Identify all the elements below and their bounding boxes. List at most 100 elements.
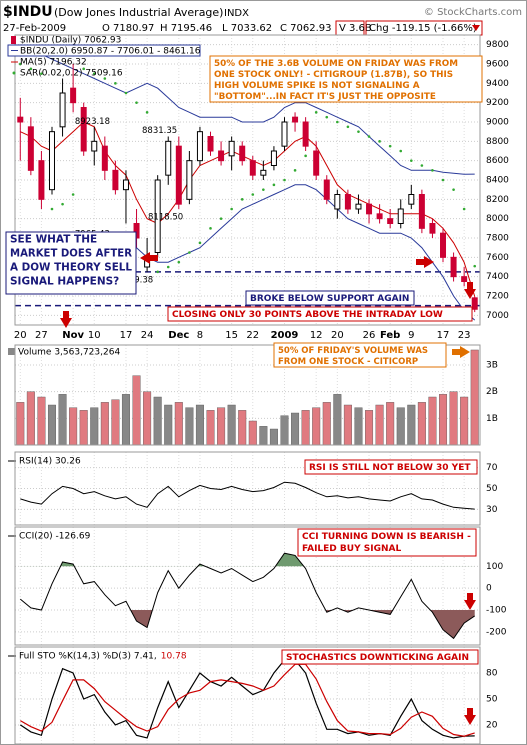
panel-border xyxy=(14,344,481,446)
sar-dot xyxy=(156,270,159,274)
x-tick-label: 20 xyxy=(331,330,344,341)
sar-dot xyxy=(431,169,434,172)
close: C 7062.93 xyxy=(280,23,332,34)
symbol: $INDU xyxy=(3,4,53,20)
volume-bar xyxy=(470,349,479,446)
sar-dot xyxy=(283,178,286,182)
candle-body xyxy=(175,145,182,205)
annotation-box xyxy=(209,55,483,103)
arrow xyxy=(464,593,476,610)
sar-dot xyxy=(251,193,255,196)
candle-body xyxy=(196,131,203,162)
volume-bar xyxy=(259,426,268,446)
volume-bar xyxy=(79,410,88,446)
annotation-text: A DOW THEORY SELL xyxy=(10,262,132,274)
annotation-text: CLOSING ONLY 30 POINTS ABOVE THE INTRADA… xyxy=(172,310,443,320)
annotation-text: SIGNAL HAPPENS? xyxy=(10,276,119,288)
x-tick-label: 10 xyxy=(88,330,101,341)
volume-bar xyxy=(269,428,278,446)
volume-bar xyxy=(396,407,405,446)
legend-icon xyxy=(8,348,15,355)
candle-body xyxy=(429,223,436,234)
y-tick-label: 80 xyxy=(486,668,498,678)
volume-bar xyxy=(143,391,152,446)
volume: V 3.6B xyxy=(339,23,372,34)
x-tick-label: Feb xyxy=(380,330,400,341)
x-tick-label: 15 xyxy=(225,330,238,341)
annotation-text: SEE WHAT THE xyxy=(10,234,97,246)
y-tick-label: 8800 xyxy=(486,137,509,147)
sar-dot xyxy=(40,72,43,75)
candle-body xyxy=(101,145,108,171)
sar-dot xyxy=(452,188,455,191)
y-tick-label: -100 xyxy=(486,606,507,616)
stochastic-line xyxy=(20,663,475,737)
y-tick-label: 0 xyxy=(486,584,492,594)
sar-dot xyxy=(473,264,477,268)
volume-bar xyxy=(16,402,25,446)
sar-dot xyxy=(188,251,191,254)
y-tick-label: 7800 xyxy=(486,234,509,244)
y-tick-label: 9400 xyxy=(486,79,509,89)
volume-bar xyxy=(164,404,173,446)
sar-dot xyxy=(71,193,75,196)
candle-body xyxy=(418,194,425,229)
panel-border xyxy=(14,646,481,745)
panel-title: CCI(20) -126.69 xyxy=(19,532,91,542)
volume-bar xyxy=(333,394,342,446)
sar-dot xyxy=(420,164,424,167)
arrow xyxy=(452,346,470,358)
x-tick-label: 22 xyxy=(246,330,259,341)
candle-body xyxy=(133,223,140,239)
annotation-text: BROKE BELOW SUPPORT AGAIN xyxy=(250,294,409,304)
candle-body xyxy=(249,160,256,176)
candle-body xyxy=(408,194,415,205)
volume-bar xyxy=(280,415,289,446)
sar-dot xyxy=(103,77,107,80)
cci-shade xyxy=(20,553,475,567)
sar-dot xyxy=(378,140,381,143)
bb-upper xyxy=(20,49,475,175)
low: L 7033.62 xyxy=(222,23,272,34)
candle-body xyxy=(48,131,55,191)
y-tick-label: 20 xyxy=(486,720,498,730)
volume-bar xyxy=(449,391,458,446)
y-tick-label: 70 xyxy=(486,463,498,473)
annotation-text: FROM ONE STOCK - CITICORP xyxy=(278,357,418,367)
volume-bar xyxy=(375,404,384,446)
change: Chg -119.15 (-1.66%) xyxy=(369,23,477,34)
volume-bar xyxy=(322,402,331,446)
candle-body xyxy=(440,232,447,258)
x-tick-label: 23 xyxy=(458,330,471,341)
volume-bar xyxy=(132,375,141,446)
candle-body xyxy=(397,208,404,224)
candle-body xyxy=(239,145,246,162)
candle-body xyxy=(186,160,193,200)
candle-body xyxy=(387,218,394,225)
volume-bar xyxy=(312,407,321,446)
x-tick-label: 9 xyxy=(408,330,414,341)
annotation-text: FAILED BUY SIGNAL xyxy=(302,544,401,554)
volume-bar xyxy=(111,399,120,446)
candle-body xyxy=(344,194,351,210)
price-label: 8118.50 xyxy=(148,213,183,223)
sar-dot xyxy=(198,241,202,245)
sar-dot xyxy=(230,207,233,211)
panel-border xyxy=(14,34,481,326)
sar-dot xyxy=(177,260,181,264)
sar-dot xyxy=(462,207,466,211)
arrow xyxy=(464,708,476,725)
volume-bar xyxy=(174,402,183,446)
x-tick-label: 12 xyxy=(310,330,323,341)
y-tick-label: 50 xyxy=(486,484,498,494)
annotation-box xyxy=(5,231,137,295)
y-tick-label: 8400 xyxy=(486,176,509,186)
candle-body xyxy=(260,169,267,176)
annotation-text: CCI TURNING DOWN IS BEARISH - xyxy=(302,532,471,542)
annotation-text: MARKET DOES AFTER xyxy=(10,248,132,260)
x-tick-label: 26 xyxy=(363,330,376,341)
date: 27-Feb-2009 xyxy=(3,23,66,34)
y-tick-label: 8000 xyxy=(486,214,509,224)
volume-bar xyxy=(37,396,46,446)
volume-bar xyxy=(69,407,78,446)
